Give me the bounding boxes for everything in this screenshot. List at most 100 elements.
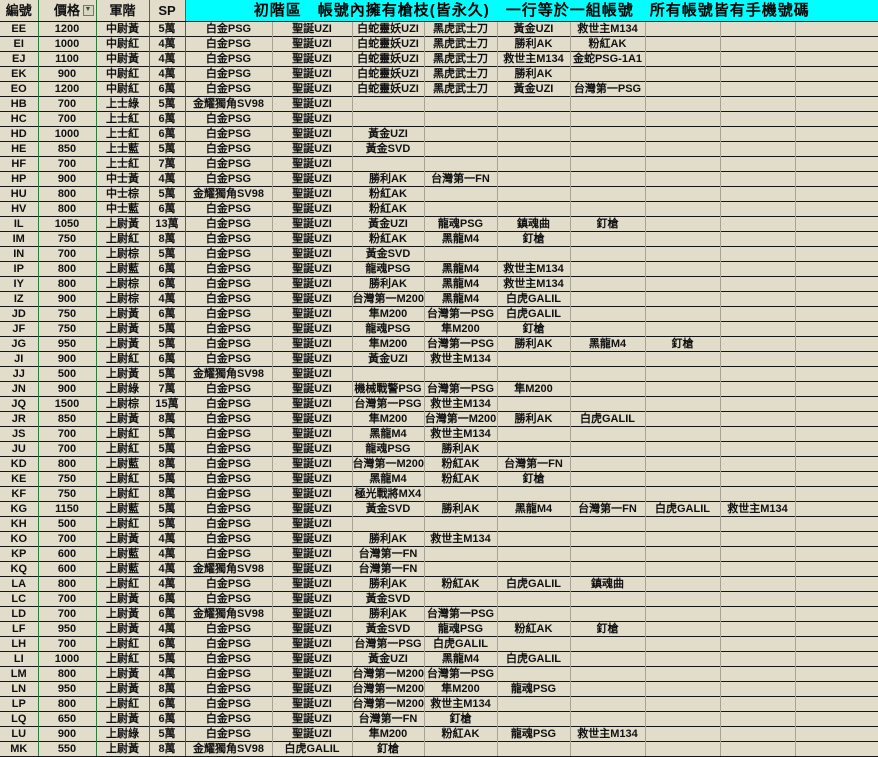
gun-cell[interactable]: 救世主M134 <box>424 396 498 412</box>
sp-cell[interactable]: 6萬 <box>149 711 186 727</box>
gun-cell[interactable]: 台灣第一FN <box>352 546 425 562</box>
gun-cell[interactable]: 聖誕UZI <box>272 351 353 367</box>
rank-cell[interactable]: 上士紅 <box>96 111 150 127</box>
gun-cell[interactable]: 隼M200 <box>424 681 498 697</box>
row-id-cell[interactable]: KF <box>0 486 39 502</box>
gun-cell[interactable]: 白金PSG <box>185 546 273 562</box>
rank-cell[interactable]: 中尉黃 <box>96 21 150 37</box>
gun-cell[interactable]: 粉紅AK <box>424 726 498 742</box>
empty-cell[interactable] <box>497 201 571 217</box>
empty-cell[interactable] <box>795 396 878 412</box>
price-cell[interactable]: 700 <box>38 96 97 112</box>
empty-cell[interactable] <box>645 411 721 427</box>
empty-cell[interactable] <box>795 306 878 322</box>
gun-cell[interactable]: 釘槍 <box>645 336 721 352</box>
row-id-cell[interactable]: JQ <box>0 396 39 412</box>
rank-cell[interactable]: 上尉棕 <box>96 291 150 307</box>
empty-cell[interactable] <box>720 51 796 67</box>
price-cell[interactable]: 1200 <box>38 81 97 97</box>
rank-cell[interactable]: 上士紅 <box>96 156 150 172</box>
gun-cell[interactable]: 聖誕UZI <box>272 486 353 502</box>
empty-cell[interactable] <box>795 741 878 757</box>
price-cell[interactable]: 1200 <box>38 21 97 37</box>
gun-cell[interactable]: 黑龍M4 <box>424 261 498 277</box>
empty-cell[interactable] <box>795 711 878 727</box>
gun-cell[interactable]: 隼M200 <box>352 336 425 352</box>
gun-cell[interactable]: 龍魂PSG <box>352 261 425 277</box>
gun-cell[interactable]: 勝利AK <box>352 531 425 547</box>
empty-cell[interactable] <box>720 666 796 682</box>
gun-cell[interactable]: 白金PSG <box>185 246 273 262</box>
gun-cell[interactable]: 白金PSG <box>185 321 273 337</box>
empty-cell[interactable] <box>645 36 721 52</box>
empty-cell[interactable] <box>645 366 721 382</box>
gun-cell[interactable]: 聖誕UZI <box>272 396 353 412</box>
gun-cell[interactable]: 聖誕UZI <box>272 516 353 532</box>
rank-cell[interactable]: 上尉黃 <box>96 306 150 322</box>
row-id-cell[interactable]: IY <box>0 276 39 292</box>
empty-cell[interactable] <box>645 246 721 262</box>
empty-cell[interactable] <box>645 186 721 202</box>
empty-cell[interactable] <box>570 441 646 457</box>
price-cell[interactable]: 700 <box>38 636 97 652</box>
sp-cell[interactable]: 4萬 <box>149 51 186 67</box>
empty-cell[interactable] <box>424 111 498 127</box>
gun-cell[interactable]: 白虎GALIL <box>570 411 646 427</box>
sp-cell[interactable]: 4萬 <box>149 291 186 307</box>
empty-cell[interactable] <box>795 426 878 442</box>
empty-cell[interactable] <box>795 336 878 352</box>
gun-cell[interactable]: 聖誕UZI <box>272 66 353 82</box>
rank-cell[interactable]: 上尉棕 <box>96 276 150 292</box>
price-cell[interactable]: 750 <box>38 306 97 322</box>
gun-cell[interactable]: 極光戰將MX4 <box>352 486 425 502</box>
price-cell[interactable]: 900 <box>38 291 97 307</box>
empty-cell[interactable] <box>424 186 498 202</box>
empty-cell[interactable] <box>795 651 878 667</box>
empty-cell[interactable] <box>570 516 646 532</box>
gun-cell[interactable]: 救世主M134 <box>424 531 498 547</box>
gun-cell[interactable]: 白虎GALIL <box>497 576 571 592</box>
empty-cell[interactable] <box>424 591 498 607</box>
empty-cell[interactable] <box>497 711 571 727</box>
empty-cell[interactable] <box>570 651 646 667</box>
empty-cell[interactable] <box>720 411 796 427</box>
row-id-cell[interactable]: HE <box>0 141 39 157</box>
empty-cell[interactable] <box>645 486 721 502</box>
sp-cell[interactable]: 5萬 <box>149 186 186 202</box>
gun-cell[interactable]: 白金PSG <box>185 276 273 292</box>
empty-cell[interactable] <box>795 321 878 337</box>
empty-cell[interactable] <box>352 366 425 382</box>
gun-cell[interactable]: 金耀獨角SV98 <box>185 561 273 577</box>
gun-cell[interactable]: 黃金UZI <box>352 126 425 142</box>
empty-cell[interactable] <box>352 516 425 532</box>
empty-cell[interactable] <box>497 606 571 622</box>
empty-cell[interactable] <box>720 606 796 622</box>
gun-cell[interactable]: 白金PSG <box>185 66 273 82</box>
empty-cell[interactable] <box>795 411 878 427</box>
gun-cell[interactable]: 白金PSG <box>185 261 273 277</box>
gun-cell[interactable]: 龍魂PSG <box>424 621 498 637</box>
empty-cell[interactable] <box>570 696 646 712</box>
sp-cell[interactable]: 6萬 <box>149 696 186 712</box>
row-id-cell[interactable]: EI <box>0 36 39 52</box>
gun-cell[interactable]: 粉紅AK <box>352 186 425 202</box>
empty-cell[interactable] <box>795 501 878 517</box>
rank-cell[interactable]: 中尉紅 <box>96 66 150 82</box>
rank-cell[interactable]: 上尉紅 <box>96 471 150 487</box>
empty-cell[interactable] <box>720 171 796 187</box>
gun-cell[interactable]: 聖誕UZI <box>272 261 353 277</box>
row-id-cell[interactable]: IZ <box>0 291 39 307</box>
price-cell[interactable]: 950 <box>38 621 97 637</box>
sp-cell[interactable]: 4萬 <box>149 576 186 592</box>
gun-cell[interactable]: 白金PSG <box>185 621 273 637</box>
empty-cell[interactable] <box>795 561 878 577</box>
gun-cell[interactable]: 聖誕UZI <box>272 441 353 457</box>
sp-cell[interactable]: 8萬 <box>149 456 186 472</box>
sp-cell[interactable]: 6萬 <box>149 306 186 322</box>
empty-cell[interactable] <box>645 381 721 397</box>
gun-cell[interactable]: 台灣第一PSG <box>352 396 425 412</box>
gun-cell[interactable]: 白金PSG <box>185 636 273 652</box>
empty-cell[interactable] <box>720 291 796 307</box>
row-id-cell[interactable]: LH <box>0 636 39 652</box>
sp-cell[interactable]: 8萬 <box>149 486 186 502</box>
